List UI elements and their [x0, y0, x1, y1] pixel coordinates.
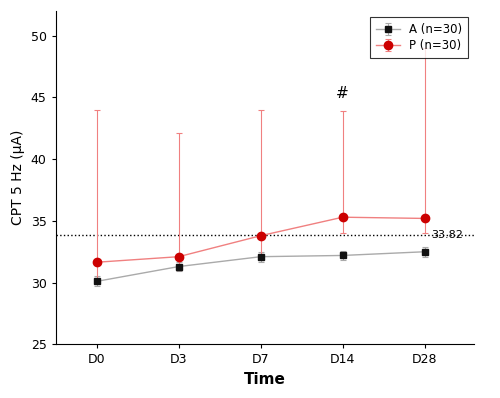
Text: #: #	[336, 86, 349, 101]
Legend: A (n=30), P (n=30): A (n=30), P (n=30)	[370, 17, 468, 59]
Text: 33.82: 33.82	[431, 230, 463, 240]
X-axis label: Time: Time	[244, 372, 286, 387]
Y-axis label: CPT 5 Hz (μA): CPT 5 Hz (μA)	[11, 130, 25, 225]
